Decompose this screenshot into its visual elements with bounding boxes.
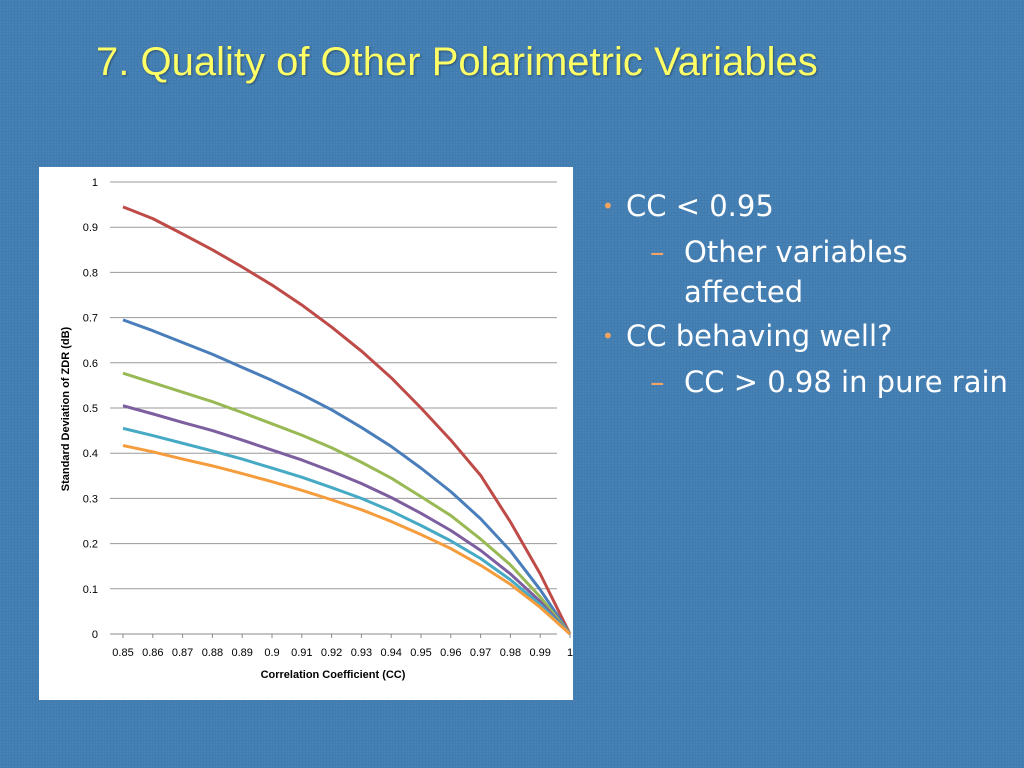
y-axis-label: Standard Deviation of ZDR (dB) <box>60 326 72 491</box>
bullet-text: CC < 0.95 <box>626 189 774 223</box>
series-line-4 <box>122 404 572 636</box>
y-tick-label: 0.9 <box>83 222 98 234</box>
y-tick-label: 0.4 <box>83 448 98 460</box>
x-tick-label: 0.94 <box>380 647 401 659</box>
x-tick-label: 0.91 <box>291 647 312 659</box>
series-line-3 <box>122 371 572 635</box>
chart-container: 0 0.1 0.2 0.3 0.4 0.5 0.6 0.7 0.8 0.9 1 0.85 0.86 0.8… <box>39 167 573 700</box>
bullet-list: • CC < 0.95 – Other variables affected •… <box>600 188 1010 408</box>
y-tick-label: 0.8 <box>83 267 98 279</box>
slide-title: 7. Quality of Other Polarimetric Variabl… <box>96 40 818 84</box>
bullet-item: • CC behaving well? <box>600 318 1010 354</box>
series-line-1 <box>122 205 572 635</box>
series-line-5 <box>122 426 572 636</box>
y-tick-label: 0.6 <box>83 358 98 370</box>
x-tick-label: 0.98 <box>500 647 521 659</box>
sub-bullet-item: – Other variables affected <box>600 232 1010 312</box>
y-tick-label: 0.2 <box>83 539 98 551</box>
x-tick-label: 0.97 <box>470 647 491 659</box>
tick-labels: 00.10.20.30.40.50.60.70.80.910.85 0.86 0.8… <box>83 177 573 659</box>
sub-bullet-item: – CC > 0.98 in pure rain <box>600 362 1010 402</box>
x-tick-label: 0.93 <box>351 647 372 659</box>
sub-bullet-text: Other variables affected <box>684 235 908 309</box>
bullet-dot-icon: • <box>602 194 614 218</box>
sub-bullet-text: CC > 0.98 in pure rain <box>684 365 1008 399</box>
x-tick-label: 0.9 <box>264 647 279 659</box>
series-line-2 <box>122 318 572 635</box>
y-tick-label: 0.1 <box>83 584 98 596</box>
x-tick-label: 0.88 <box>202 647 223 659</box>
bullet-dot-icon: • <box>602 324 614 348</box>
x-axis-label: Correlation Coefficient (CC) <box>261 669 406 681</box>
y-tick-label: 0.3 <box>83 493 98 505</box>
y-tick-label: 0.5 <box>83 403 98 415</box>
grid-lines <box>110 181 571 638</box>
x-tick-label: 0.95 <box>410 647 431 659</box>
x-tick-label: 0.85 <box>112 647 133 659</box>
x-tick-label: 0.99 <box>529 647 550 659</box>
y-tick-label: 0 <box>92 629 98 641</box>
dash-icon: – <box>650 365 665 399</box>
series-line-6 <box>122 444 572 636</box>
bullet-text: CC behaving well? <box>626 319 893 353</box>
dash-icon: – <box>650 235 665 269</box>
x-tick-label: 1 <box>567 647 573 659</box>
x-tick-label: 0.86 <box>142 647 163 659</box>
line-chart: 00.10.20.30.40.50.60.70.80.910.85 0.86 0.8… <box>60 177 573 681</box>
x-tick-label: 0.89 <box>231 647 252 659</box>
y-tick-label: 0.7 <box>83 313 98 325</box>
bullet-item: • CC < 0.95 <box>600 188 1010 224</box>
x-tick-label: 0.92 <box>321 647 342 659</box>
series-lines <box>122 205 572 636</box>
y-tick-label: 1 <box>92 177 98 189</box>
x-tick-label: 0.96 <box>440 647 461 659</box>
x-tick-label: 0.87 <box>172 647 193 659</box>
